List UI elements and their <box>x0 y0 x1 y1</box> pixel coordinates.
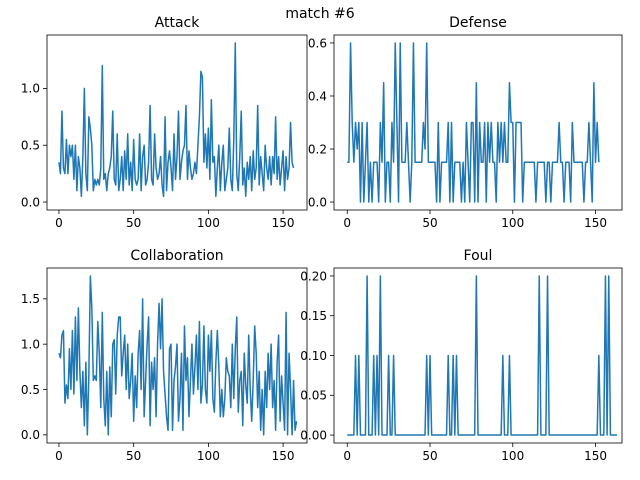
y-tick-label-foul: 0.15 <box>300 309 327 323</box>
x-tick-label-defense: 100 <box>501 216 524 230</box>
subplot-title-defense: Defense <box>449 15 507 31</box>
series-line-collaboration <box>58 275 298 436</box>
x-tick-label-defense: 150 <box>584 216 607 230</box>
subplot-defense: 0 50 100 150 0.0 0.2 0.4 0.6 Defense <box>308 15 623 230</box>
x-tick-label-attack: 100 <box>197 216 220 230</box>
y-tick-label-foul: 0.00 <box>300 428 327 442</box>
subplot-title-attack: Attack <box>155 15 201 31</box>
x-tick-label-collaboration: 100 <box>197 449 220 463</box>
y-tick-label-attack: 0.5 <box>21 139 40 153</box>
figure-suptitle: match #6 <box>285 6 355 22</box>
series-line-attack <box>58 42 295 198</box>
x-tick-label-foul: 0 <box>343 449 351 463</box>
y-tick-label-collaboration: 0.5 <box>21 383 40 397</box>
x-tick-label-defense: 50 <box>422 216 437 230</box>
y-tick-label-defense: 0.0 <box>308 195 327 209</box>
x-tick-label-foul: 100 <box>501 449 524 463</box>
subplot-attack: 0 50 100 150 0.0 0.5 1.0 Attack <box>21 15 308 230</box>
x-tick-label-attack: 150 <box>272 216 295 230</box>
subplot-title-foul: Foul <box>464 248 493 264</box>
axes-frame-attack <box>46 34 308 211</box>
x-tick-label-attack: 50 <box>126 216 141 230</box>
axes-frame-collaboration <box>46 267 308 444</box>
y-tick-label-defense: 0.4 <box>308 89 327 103</box>
x-tick-label-collaboration: 150 <box>272 449 295 463</box>
x-tick-label-collaboration: 0 <box>55 449 63 463</box>
series-line-foul <box>347 275 618 436</box>
y-tick-label-collaboration: 1.5 <box>21 292 40 306</box>
y-tick-label-foul: 0.10 <box>300 349 327 363</box>
x-tick-label-defense: 0 <box>343 216 351 230</box>
x-tick-label-attack: 0 <box>55 216 63 230</box>
y-tick-label-collaboration: 1.0 <box>21 337 40 351</box>
subplot-title-collaboration: Collaboration <box>130 248 223 264</box>
x-tick-label-foul: 150 <box>584 449 607 463</box>
y-tick-label-foul: 0.05 <box>300 389 327 403</box>
axes-frame-defense <box>333 34 623 211</box>
x-tick-label-collaboration: 50 <box>126 449 141 463</box>
y-tick-label-attack: 0.0 <box>21 195 40 209</box>
subplot-collaboration: 0 50 100 150 0.0 0.5 1.0 1.5 Collaboration <box>21 248 308 463</box>
series-line-defense <box>347 42 600 203</box>
y-tick-label-defense: 0.6 <box>308 36 327 50</box>
subplot-foul: 0 50 100 150 0.00 0.05 0.10 0.15 0.20 Foul <box>300 248 623 463</box>
y-tick-label-defense: 0.2 <box>308 142 327 156</box>
x-tick-label-foul: 50 <box>422 449 437 463</box>
y-tick-label-collaboration: 0.0 <box>21 428 40 442</box>
y-tick-label-attack: 1.0 <box>21 82 40 96</box>
y-tick-label-foul: 0.20 <box>300 269 327 283</box>
